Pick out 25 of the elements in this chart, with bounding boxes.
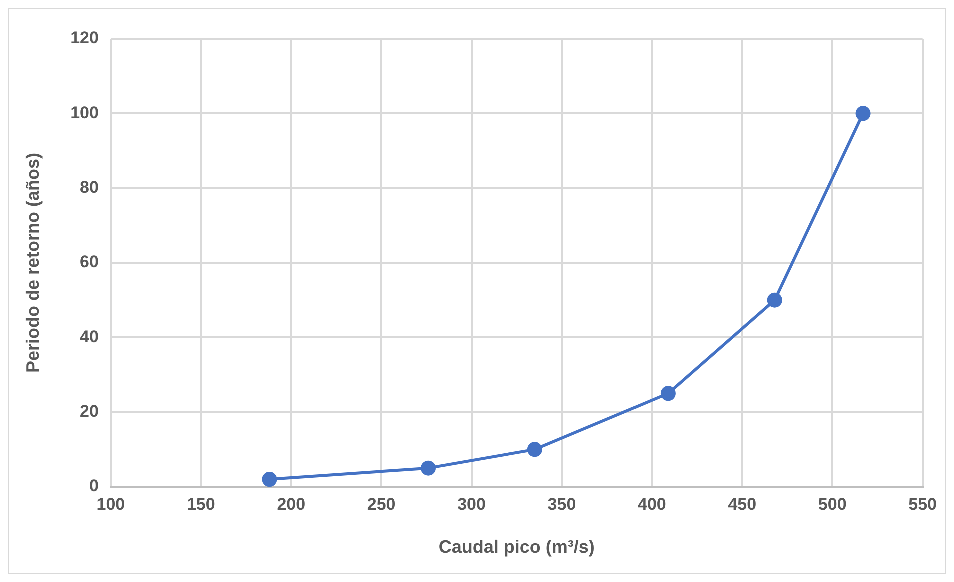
x-tick-label: 500 xyxy=(818,494,847,514)
x-tick-label: 450 xyxy=(728,494,757,514)
point xyxy=(767,292,782,308)
point xyxy=(856,106,871,122)
x-axis-title: Caudal pico (m³/s) xyxy=(438,537,595,558)
y-tick-label: 20 xyxy=(80,402,99,422)
x-tick-label: 150 xyxy=(186,494,216,514)
y-tick-label: 100 xyxy=(70,103,99,122)
x-tick-label: 400 xyxy=(638,494,666,514)
y-tick-label: 0 xyxy=(89,476,99,496)
point xyxy=(527,442,542,458)
point xyxy=(262,472,278,487)
x-tick-label: 250 xyxy=(367,494,396,514)
point xyxy=(660,386,676,402)
x-tick-label: 200 xyxy=(277,494,306,514)
x-tick-label: 350 xyxy=(548,494,576,514)
y-tick-label: 40 xyxy=(80,327,99,346)
point xyxy=(420,460,436,476)
x-tick-label: 100 xyxy=(96,494,126,514)
y-axis-title: Periodo de retorno (años) xyxy=(22,152,43,374)
y-tick-label: 120 xyxy=(70,28,99,48)
x-tick-label: 550 xyxy=(908,494,938,514)
y-tick-label: 80 xyxy=(80,178,99,198)
y-tick-label: 60 xyxy=(80,252,99,272)
x-tick-label: 300 xyxy=(458,494,486,514)
